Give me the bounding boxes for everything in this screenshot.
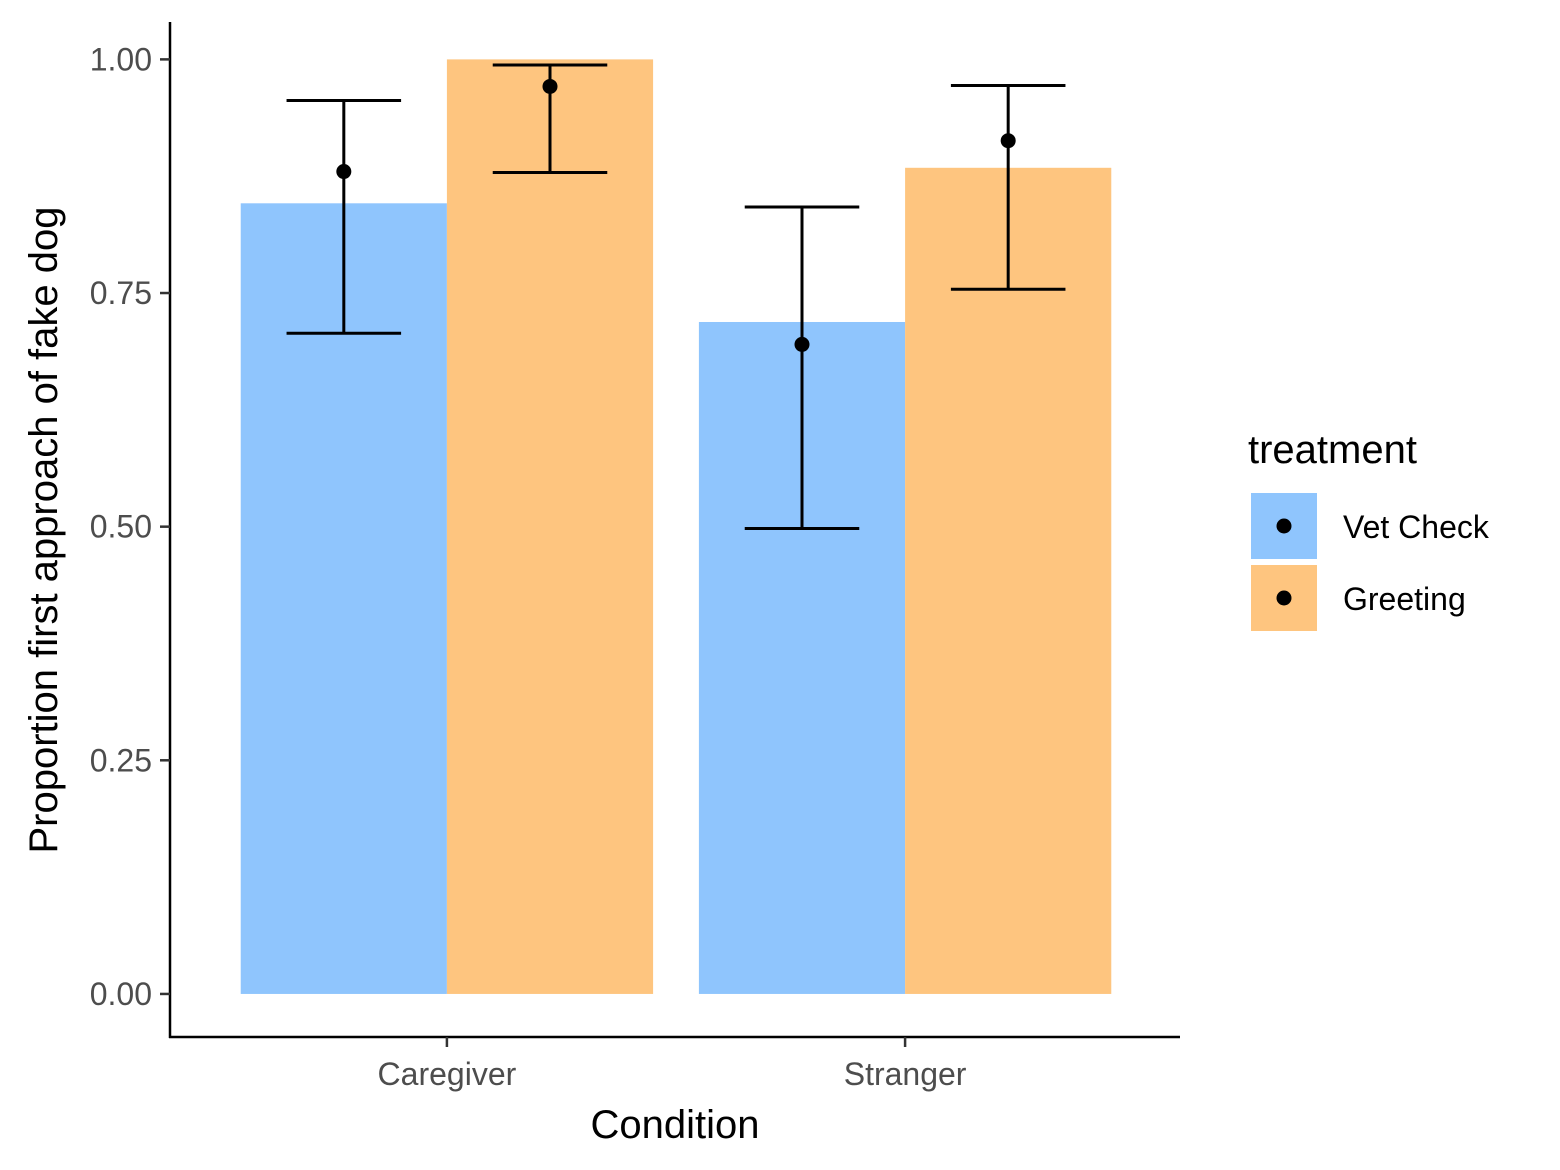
point-stranger-greeting [1000,133,1016,149]
x-tick-label: Stranger [844,1056,967,1092]
legend-title: treatment [1248,428,1417,472]
point-caregiver-vet-check [336,164,352,180]
bar-caregiver-greeting [446,59,654,994]
legend-key-point-vet-check [1276,518,1292,534]
x-ticks: Caregiver Stranger [378,1037,967,1092]
points-layer [336,78,1016,352]
y-tick-label: 0.75 [90,275,152,311]
y-tick-label: 0.00 [90,976,152,1012]
legend-label-vet-check: Vet Check [1343,509,1490,545]
y-tick-label: 1.00 [90,41,152,77]
bar-caregiver-vet-check [240,203,447,994]
legend-label-greeting: Greeting [1343,581,1466,617]
x-axis-title: Condition [590,1103,759,1147]
legend: treatment Vet Check Greeting [1248,428,1490,631]
y-axis-title: Proportion first approach of fake dog [22,206,66,853]
y-ticks: 0.00 0.25 0.50 0.75 1.00 [90,41,170,1012]
legend-key-point-greeting [1276,590,1292,606]
y-tick-label: 0.25 [90,742,152,778]
bars-layer [240,59,1112,994]
point-caregiver-greeting [542,78,558,94]
error-bars-layer [286,63,1066,531]
point-stranger-vet-check [794,336,810,352]
x-tick-label: Caregiver [378,1056,517,1092]
y-tick-label: 0.50 [90,509,152,545]
bar-stranger-greeting [905,167,1112,994]
